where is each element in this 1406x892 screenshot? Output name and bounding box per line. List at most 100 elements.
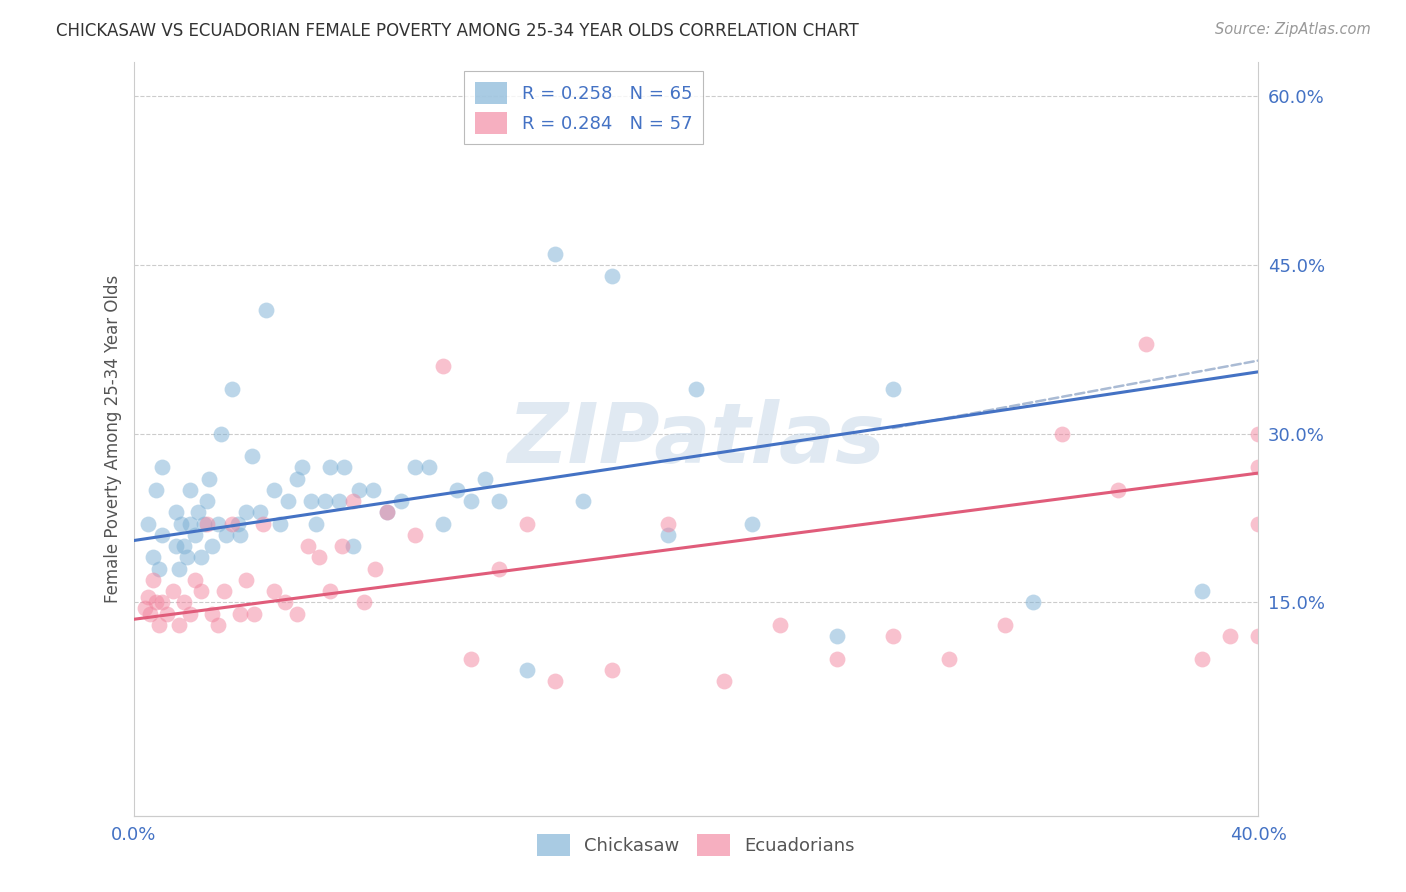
Point	[1191, 651, 1213, 665]
Point	[193, 516, 215, 531]
Y-axis label: Female Poverty Among 25-34 Year Olds: Female Poverty Among 25-34 Year Olds	[104, 276, 122, 603]
Point	[190, 584, 212, 599]
Point	[207, 618, 229, 632]
Point	[1050, 426, 1073, 441]
Point	[375, 505, 398, 519]
Point	[319, 460, 342, 475]
Point	[134, 601, 156, 615]
Point	[139, 607, 162, 621]
Point	[243, 607, 266, 621]
Point	[201, 539, 224, 553]
Point	[741, 516, 763, 531]
Text: Source: ZipAtlas.com: Source: ZipAtlas.com	[1215, 22, 1371, 37]
Point	[404, 528, 426, 542]
Point	[488, 562, 510, 576]
Point	[145, 483, 167, 497]
Point	[274, 595, 297, 609]
Point	[173, 539, 195, 553]
Point	[148, 562, 170, 576]
Point	[249, 505, 271, 519]
Point	[460, 494, 482, 508]
Point	[184, 528, 207, 542]
Point	[460, 651, 482, 665]
Point	[1219, 629, 1241, 643]
Point	[314, 494, 336, 508]
Point	[165, 505, 187, 519]
Point	[148, 618, 170, 632]
Text: ZIPatlas: ZIPatlas	[508, 399, 884, 480]
Point	[432, 516, 454, 531]
Legend: Chickasaw, Ecuadorians: Chickasaw, Ecuadorians	[530, 827, 862, 863]
Point	[201, 607, 224, 621]
Point	[269, 516, 291, 531]
Point	[516, 516, 538, 531]
Point	[1022, 595, 1045, 609]
Point	[142, 573, 165, 587]
Point	[212, 584, 235, 599]
Point	[215, 528, 238, 542]
Point	[657, 528, 679, 542]
Point	[544, 246, 567, 260]
Point	[263, 483, 285, 497]
Point	[353, 595, 375, 609]
Point	[207, 516, 229, 531]
Point	[145, 595, 167, 609]
Point	[418, 460, 440, 475]
Point	[347, 483, 370, 497]
Point	[657, 516, 679, 531]
Point	[342, 494, 364, 508]
Point	[195, 516, 218, 531]
Point	[1247, 460, 1270, 475]
Point	[488, 494, 510, 508]
Point	[328, 494, 350, 508]
Point	[308, 550, 330, 565]
Point	[825, 651, 848, 665]
Point	[179, 516, 201, 531]
Point	[285, 607, 308, 621]
Point	[254, 302, 277, 317]
Point	[319, 584, 342, 599]
Point	[342, 539, 364, 553]
Point	[229, 607, 252, 621]
Point	[179, 483, 201, 497]
Point	[572, 494, 595, 508]
Point	[150, 528, 173, 542]
Point	[221, 516, 243, 531]
Point	[713, 674, 735, 689]
Point	[446, 483, 468, 497]
Point	[142, 550, 165, 565]
Point	[285, 472, 308, 486]
Point	[277, 494, 299, 508]
Point	[226, 516, 249, 531]
Text: CHICKASAW VS ECUADORIAN FEMALE POVERTY AMONG 25-34 YEAR OLDS CORRELATION CHART: CHICKASAW VS ECUADORIAN FEMALE POVERTY A…	[56, 22, 859, 40]
Point	[1107, 483, 1129, 497]
Point	[600, 663, 623, 677]
Point	[221, 382, 243, 396]
Point	[361, 483, 384, 497]
Point	[176, 550, 198, 565]
Point	[938, 651, 960, 665]
Point	[1135, 336, 1157, 351]
Point	[882, 382, 904, 396]
Point	[994, 618, 1017, 632]
Point	[136, 590, 159, 604]
Point	[333, 460, 356, 475]
Point	[235, 505, 257, 519]
Point	[685, 382, 707, 396]
Point	[263, 584, 285, 599]
Point	[1247, 516, 1270, 531]
Point	[1247, 426, 1270, 441]
Point	[229, 528, 252, 542]
Point	[297, 539, 319, 553]
Point	[291, 460, 314, 475]
Point	[364, 562, 387, 576]
Point	[190, 550, 212, 565]
Point	[167, 562, 190, 576]
Point	[474, 472, 496, 486]
Point	[150, 460, 173, 475]
Point	[235, 573, 257, 587]
Point	[179, 607, 201, 621]
Point	[252, 516, 274, 531]
Point	[240, 449, 263, 463]
Point	[1247, 629, 1270, 643]
